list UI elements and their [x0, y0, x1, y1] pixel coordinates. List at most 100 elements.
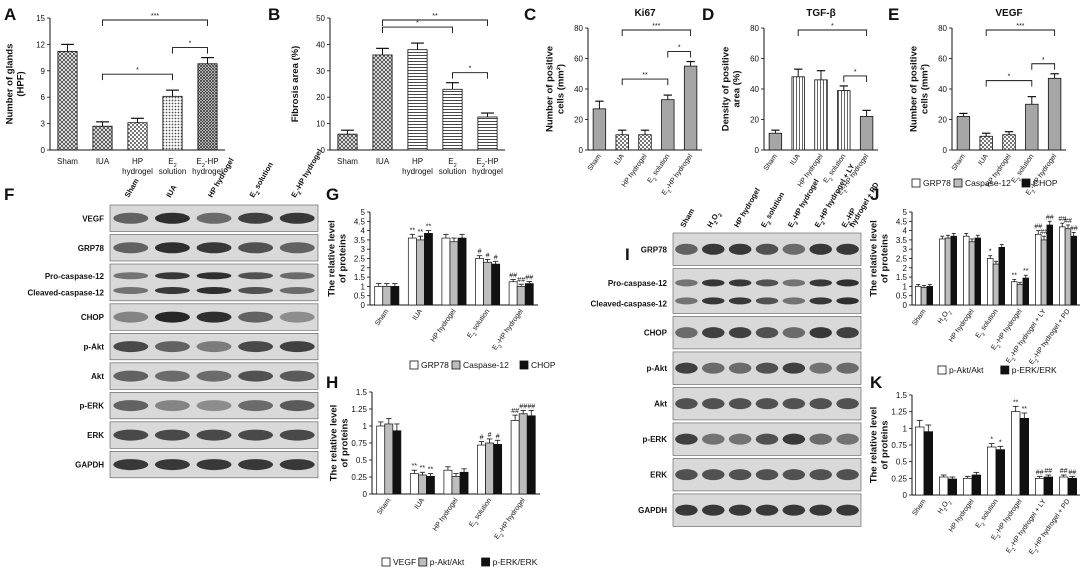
y-tick-label: 6 — [41, 93, 46, 102]
category-label: IUA — [789, 153, 802, 167]
category-label: Sham — [763, 153, 779, 172]
y-tick-label: 0 — [943, 146, 948, 155]
bar — [493, 444, 503, 495]
blot-row-label: Akt — [91, 372, 104, 381]
blot-band — [279, 311, 315, 323]
blot-band — [113, 212, 149, 224]
significance-mark: # — [496, 433, 500, 440]
y-tick-label: 0 — [903, 301, 908, 310]
legend-label: CHOP — [531, 360, 556, 370]
blot-band — [836, 327, 859, 339]
blot-band — [836, 469, 859, 481]
bar — [390, 286, 400, 306]
blot-band — [728, 504, 752, 516]
blot-band — [836, 398, 859, 410]
blot-row-label: GAPDH — [75, 461, 104, 470]
y-tick-label: 1 — [361, 282, 366, 291]
blot-row-label: CHOP — [644, 329, 668, 338]
significance-mark: ## — [1046, 214, 1054, 221]
bar — [1059, 476, 1069, 496]
blot-band — [238, 242, 274, 254]
blot-band — [836, 297, 859, 305]
blot-band — [755, 297, 779, 305]
blot-band — [702, 327, 725, 339]
significance-label: *** — [151, 13, 159, 20]
y-tick-label: 4.5 — [896, 217, 908, 226]
blot-strip — [109, 263, 319, 302]
bar — [1067, 477, 1077, 496]
bar — [418, 474, 427, 495]
bar — [592, 108, 607, 151]
blot-band — [238, 311, 274, 323]
significance-mark: # — [478, 249, 482, 256]
y-tick-label: 0.25 — [351, 473, 367, 482]
blot-band — [809, 297, 832, 305]
y-tick-label: 0.5 — [896, 292, 908, 301]
blot-band — [196, 272, 232, 280]
legend-swatch — [451, 360, 461, 370]
significance-bracket — [452, 72, 488, 79]
blot-band — [782, 398, 806, 410]
y-tick-label: 1.25 — [891, 408, 907, 417]
y-tick-label: 80 — [938, 24, 947, 33]
significance-label: * — [416, 20, 419, 27]
significance-mark: ** — [1022, 406, 1028, 413]
significance-label: * — [831, 23, 834, 30]
category-label: Sham — [587, 153, 603, 172]
panel-letter: F — [4, 185, 14, 204]
significance-bracket — [985, 80, 1033, 87]
significance-mark: ## — [1044, 468, 1052, 475]
bar — [477, 444, 486, 495]
blot-band — [782, 504, 806, 516]
blot-band — [154, 311, 190, 323]
y-tick-label: 1 — [903, 424, 908, 433]
bar — [683, 65, 698, 151]
y-tick-label: 12 — [36, 40, 45, 49]
significance-bracket — [172, 47, 208, 54]
bar — [837, 90, 851, 151]
lane-label: IUA — [164, 183, 179, 199]
bar — [1035, 477, 1045, 496]
blot-row-label: Pro-caspase-12 — [608, 279, 668, 288]
category-label: E2 — [168, 157, 176, 169]
blot-band — [836, 433, 859, 445]
legend: GRP78 Caspase-12 CHOP — [409, 360, 556, 370]
bar — [963, 235, 970, 306]
legend-swatch — [418, 557, 428, 567]
y-axis-label: area (%) — [732, 71, 743, 108]
blot-band — [836, 243, 859, 255]
blot-row-label: Akt — [654, 400, 667, 409]
significance-mark: ## — [517, 277, 525, 284]
blot-row-label: Cleaved-caspase-12 — [591, 300, 668, 309]
legend-label: GRP78 — [923, 178, 951, 188]
y-tick-label: 0.25 — [891, 474, 907, 483]
panel-letter: G — [326, 185, 339, 204]
category-label: HP hydrogel — [432, 497, 460, 533]
bar — [979, 135, 993, 151]
blot-band — [728, 279, 752, 287]
blot-band — [113, 341, 149, 353]
significance-bracket — [621, 29, 692, 36]
bar — [127, 122, 148, 151]
blot-band — [836, 504, 859, 516]
significance-label: *** — [652, 23, 660, 30]
legend-label: Caspase-12 — [965, 178, 1011, 188]
y-tick-label: 60 — [750, 55, 759, 64]
blot-band — [279, 459, 315, 471]
bar — [947, 478, 957, 496]
significance-bracket — [102, 73, 173, 81]
bar — [987, 258, 994, 306]
significance-mark: # — [488, 432, 492, 439]
category-label: hydrogel — [472, 167, 503, 176]
bar — [524, 283, 534, 306]
significance-mark: # — [494, 254, 498, 261]
lane-label: E2 solution — [759, 190, 789, 230]
blot-band — [836, 279, 859, 287]
panel-J: J 00.511.522.533.544.55 The relative level… — [869, 178, 1080, 368]
blot-band — [196, 287, 232, 295]
category-label: hydrogel — [402, 167, 433, 176]
panel-H: H 0 0.25 0.5 0.75 1 1.25 1.5 The relative level o… — [326, 373, 540, 567]
y-tick-label: 2 — [903, 264, 908, 273]
significance-label: *** — [1016, 23, 1024, 30]
